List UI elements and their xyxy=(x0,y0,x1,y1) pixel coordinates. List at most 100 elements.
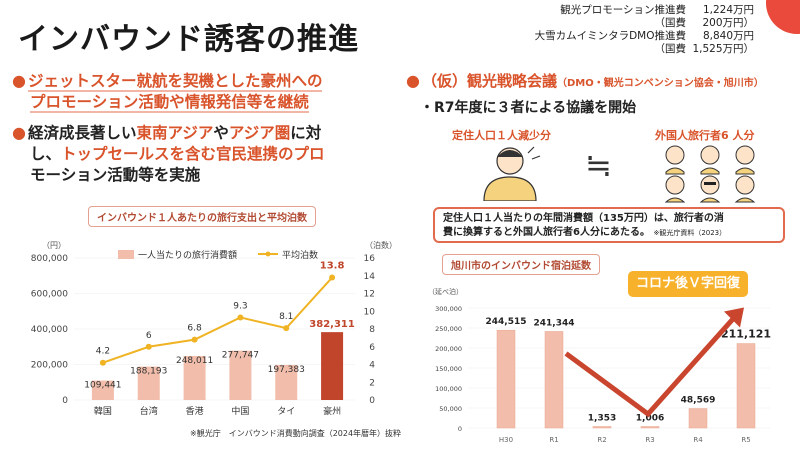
y2-tick-label: 6 xyxy=(369,343,375,353)
x-tick-label: 中国 xyxy=(231,405,249,417)
budget-row: （国費 1,525万円） xyxy=(654,43,755,55)
y-tick-label: 50,000 xyxy=(439,405,462,413)
y2-tick-label: 2 xyxy=(369,378,375,388)
bar-data-label: 1,006 xyxy=(636,414,664,424)
overnight-stays-chart: （延べ泊） 0 50,000 100,000 150,000 200,000 250,000… xyxy=(428,287,771,444)
y2-axis-label: （泊数） xyxy=(365,240,397,250)
tourist-label: 外国人旅行者6 人分 xyxy=(655,129,755,142)
bullet-dot-icon: ● xyxy=(12,71,26,90)
bar xyxy=(321,332,344,400)
y-tick-label: 600,000 xyxy=(31,290,68,300)
y-tick-label: 100,000 xyxy=(435,385,462,393)
bar xyxy=(137,366,160,400)
x-tick-label: H30 xyxy=(499,436,513,444)
line-point xyxy=(99,359,106,366)
y-tick-label: 200,000 xyxy=(435,345,462,353)
line-point xyxy=(329,274,336,281)
legend-bar-swatch xyxy=(118,250,134,259)
y2-tick-label: 12 xyxy=(364,290,375,300)
y2-tick-label: 4 xyxy=(369,361,375,371)
bullet-2: ● 経済成長著しい東南アジアやアジア圏に対 し、トップセールスを含む官民連携のプロ… xyxy=(12,123,325,184)
bar xyxy=(91,380,114,400)
bar-data-label: 197,383 xyxy=(268,365,305,375)
bar-data-label: 109,441 xyxy=(84,381,121,391)
bar-data-label: 277,747 xyxy=(222,351,259,361)
line-point xyxy=(283,325,290,332)
bar xyxy=(496,329,516,429)
bar-data-label: 244,515 xyxy=(486,317,527,327)
line-data-label: 6 xyxy=(146,331,152,341)
bar-data-label: 1,353 xyxy=(588,414,616,424)
legend-line-marker xyxy=(265,251,271,257)
line-data-label: 13.8 xyxy=(320,261,345,272)
line-data-label: 9.3 xyxy=(233,301,247,311)
budget-row: 大雪カムイミンタラDMO推進費 8,840万円 xyxy=(534,30,754,42)
bar xyxy=(640,426,660,429)
x-tick-label: 豪州 xyxy=(323,405,341,417)
resident-person-icon xyxy=(483,146,541,201)
bar xyxy=(229,350,252,400)
legend-bar-label: 一人当たりの旅行消費額 xyxy=(138,249,237,261)
budget-row: 観光プロモーション推進費 1,224万円 xyxy=(560,4,754,16)
y2-tick-label: 8 xyxy=(369,325,375,335)
bullet-dot-icon: ● xyxy=(12,123,26,142)
x-tick-label: R3 xyxy=(645,436,654,444)
bullet-dot-icon: ● xyxy=(406,71,420,90)
consumption-info-box: 定住人口１人当たりの年間消費額（135万円）は、旅行者の消 費に換算すると外国人… xyxy=(433,207,785,243)
line-data-label: 8.1 xyxy=(279,312,293,322)
x-tick-label: R5 xyxy=(741,436,750,444)
bar xyxy=(688,408,708,429)
tourists-group-icon xyxy=(664,145,756,203)
line-point xyxy=(237,314,244,321)
bar-data-label: 248,011 xyxy=(176,356,213,366)
y-tick-label: 250,000 xyxy=(435,325,462,333)
bar xyxy=(544,331,564,429)
chart1-title: インバウンド１人あたりの旅行支出と平均泊数 xyxy=(88,206,316,227)
bar xyxy=(592,426,612,429)
budget-row: （国費 200万円） xyxy=(654,17,755,29)
v-recovery-arrow xyxy=(564,313,738,418)
line-data-label: 4.2 xyxy=(96,347,110,357)
bar xyxy=(275,364,298,400)
spending-chart: （円） （泊数） 0 200,000 400,000 600,000 800,000 0 2 4 6… xyxy=(31,240,397,417)
y-tick-label: 800,000 xyxy=(31,254,68,264)
bullet-1: ● ジェットスター就航を契機とした豪州への プロモーション活動や情報発信等を継続 xyxy=(12,71,323,113)
y-axis-label: （延べ泊） xyxy=(428,287,463,296)
x-tick-label: R2 xyxy=(597,436,606,444)
bar-data-label: 241,344 xyxy=(534,318,575,328)
chart1-footnote: ※観光庁 インバウンド消費動向調査（2024年暦年）抜粋 xyxy=(190,429,402,438)
y-tick-label: 0 xyxy=(458,425,462,433)
v-recovery-arrowhead xyxy=(724,307,744,328)
v-recovery-badge: コロナ後Ｖ字回復 xyxy=(628,271,748,297)
bar xyxy=(183,355,206,400)
line-data-label: 6.8 xyxy=(187,324,202,334)
chart2-title: 旭川市のインバウンド宿泊延数 xyxy=(442,254,600,275)
y-tick-label: 300,000 xyxy=(435,305,462,313)
bar-data-label: 48,569 xyxy=(681,396,716,406)
strategy-meeting-heading: ● （仮）観光戦略会議（DMO・観光コンベンション協会・旭川市） xyxy=(406,71,764,90)
budget-table: 観光プロモーション推進費 1,224万円 （国費 200万円） 大雪カムイミンタラD… xyxy=(535,4,754,56)
y2-tick-label: 16 xyxy=(364,254,376,264)
strategy-meeting-sub: ・R7年度に３者による協議を開始 xyxy=(420,100,637,116)
y-tick-label: 0 xyxy=(62,396,68,406)
y2-tick-label: 14 xyxy=(364,272,376,282)
line-series xyxy=(102,276,333,364)
page-title: インバウンド誘客の推進 xyxy=(18,22,359,57)
y2-tick-label: 10 xyxy=(364,307,376,317)
approx-equal-sign: ≒ xyxy=(585,146,612,184)
x-tick-label: R1 xyxy=(549,436,558,444)
x-tick-label: R4 xyxy=(693,436,703,444)
y-axis-label: （円） xyxy=(42,241,66,250)
x-tick-label: タイ xyxy=(277,406,295,417)
resident-label: 定住人口１人減少分 xyxy=(452,129,551,142)
line-point xyxy=(191,336,198,343)
bar-data-label: 211,121 xyxy=(721,328,771,341)
x-tick-label: 台湾 xyxy=(140,405,158,417)
y-tick-label: 150,000 xyxy=(435,365,462,373)
bar-data-label: 188,193 xyxy=(130,367,167,377)
bar xyxy=(736,343,756,429)
line-point xyxy=(145,343,152,350)
decorative-circle xyxy=(766,0,800,34)
bar-data-label: 382,311 xyxy=(309,319,355,330)
x-tick-label: 韓国 xyxy=(94,406,112,417)
